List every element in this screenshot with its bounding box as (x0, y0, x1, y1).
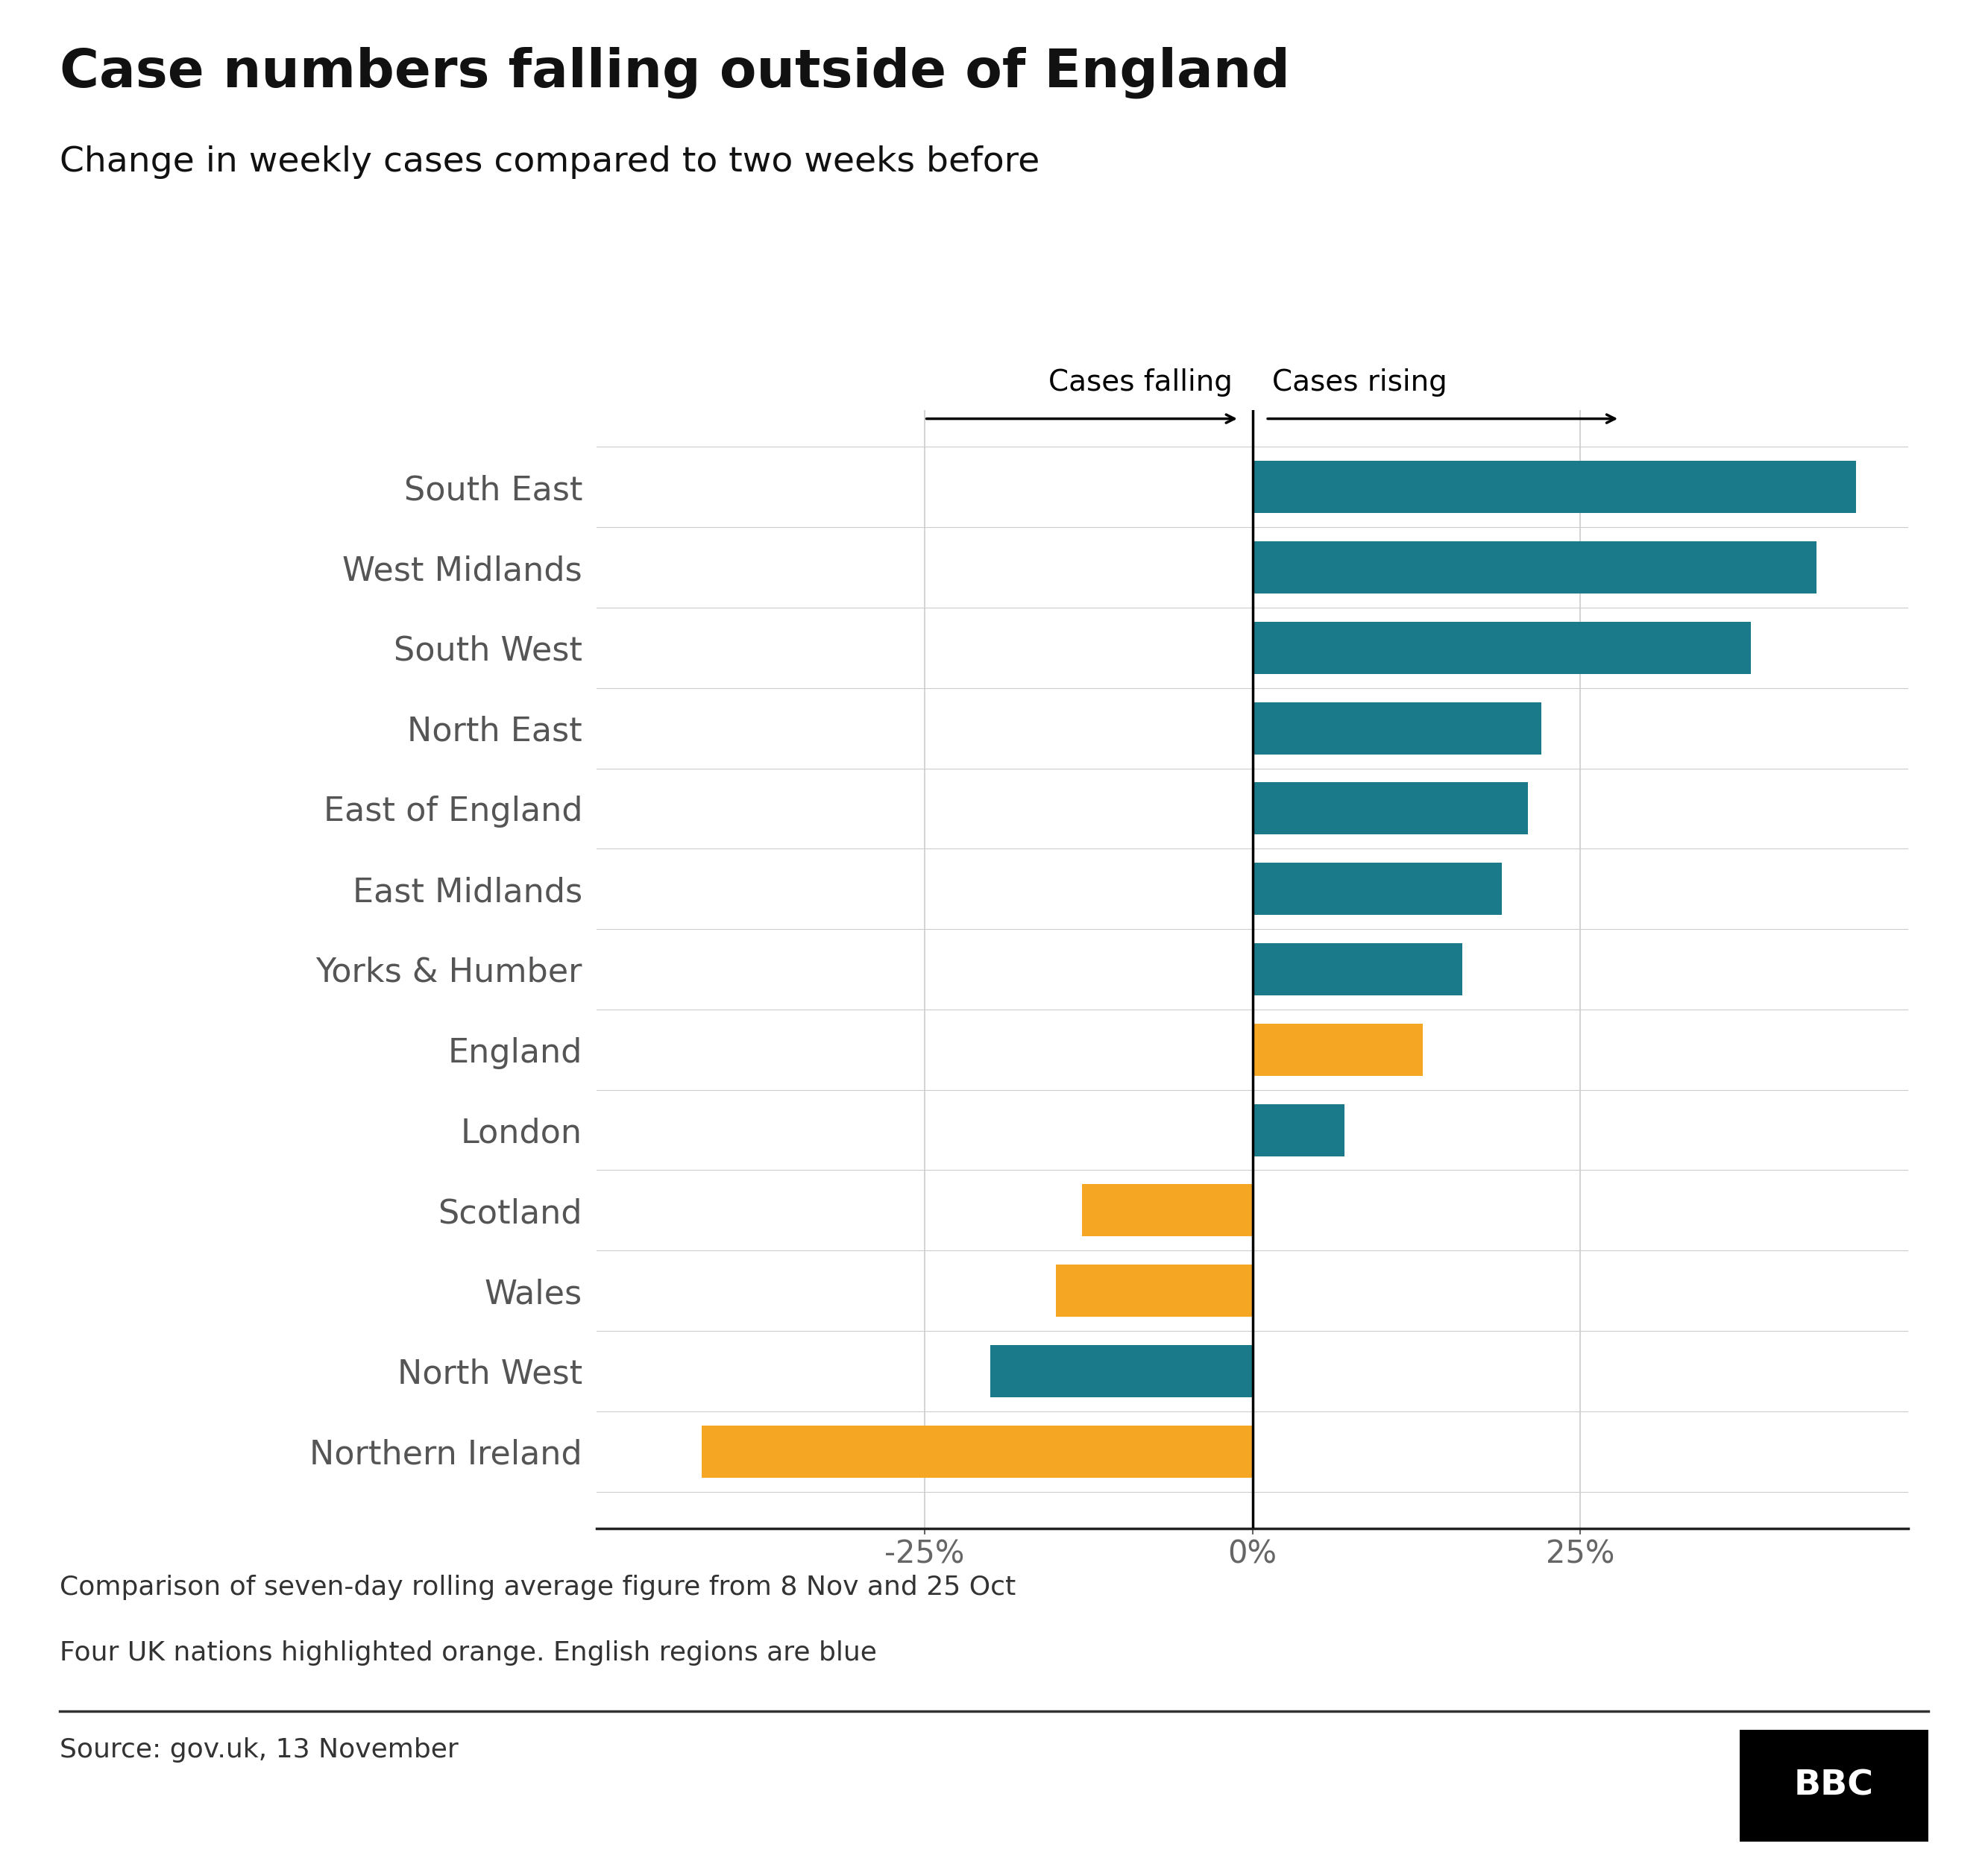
Bar (1252, 1103, 1344, 1156)
Bar (1056, 1264, 1252, 1316)
Text: Source: gov.uk, 13 November: Source: gov.uk, 13 November (60, 1737, 459, 1763)
Text: Cases falling: Cases falling (1048, 369, 1233, 397)
Bar (1252, 703, 1541, 755)
Text: Cases rising: Cases rising (1272, 369, 1447, 397)
Bar (990, 1346, 1252, 1398)
Text: BBC: BBC (1793, 1769, 1875, 1802)
Text: Four UK nations highlighted orange. English regions are blue: Four UK nations highlighted orange. Engl… (60, 1640, 877, 1666)
Bar (1081, 1184, 1252, 1236)
Bar (1252, 623, 1751, 675)
Bar (1252, 541, 1817, 593)
Bar (1252, 943, 1463, 995)
Text: Case numbers falling outside of England: Case numbers falling outside of England (60, 47, 1290, 99)
Bar (1252, 863, 1501, 915)
Bar (702, 1426, 1252, 1478)
Bar (1252, 783, 1529, 835)
Bar (1252, 1023, 1423, 1076)
Text: Change in weekly cases compared to two weeks before: Change in weekly cases compared to two w… (60, 145, 1040, 179)
Text: Comparison of seven-day rolling average figure from 8 Nov and 25 Oct: Comparison of seven-day rolling average … (60, 1575, 1016, 1601)
Bar (1252, 460, 1857, 513)
